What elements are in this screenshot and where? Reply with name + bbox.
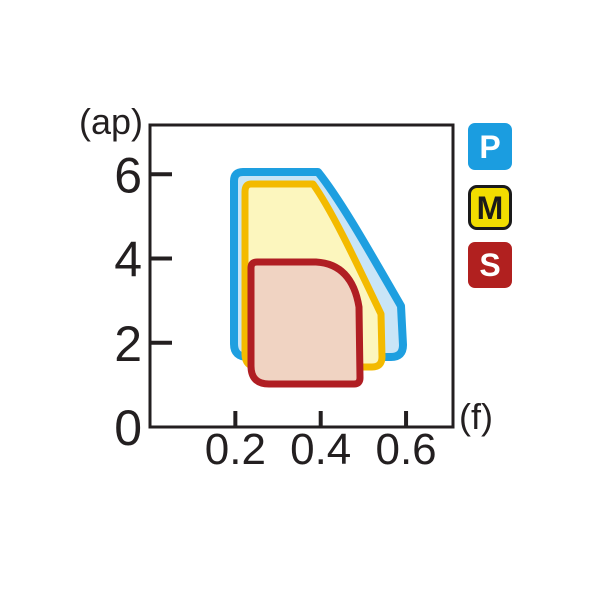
plot-box [148,123,455,429]
y-tick-label: 4 [114,232,142,288]
y-tick-label: 6 [114,147,142,203]
y-tick-label: 2 [114,316,142,372]
legend-badge-s: S [468,242,512,288]
legend-badge-p: P [468,123,512,170]
region-s-superalloy [247,258,364,388]
y-axis-title: (ap) [79,101,143,142]
legend-badge-m: M [468,185,512,230]
axis-ticks: 0.2 0.4 0.6 6 4 2 0 [114,147,436,474]
y-tick-label: 0 [114,400,142,456]
x-axis-title: (f) [459,396,493,437]
x-tick-label: 0.2 [205,425,266,474]
x-tick-label: 0.4 [290,425,351,474]
x-tick-label: 0.6 [375,425,436,474]
